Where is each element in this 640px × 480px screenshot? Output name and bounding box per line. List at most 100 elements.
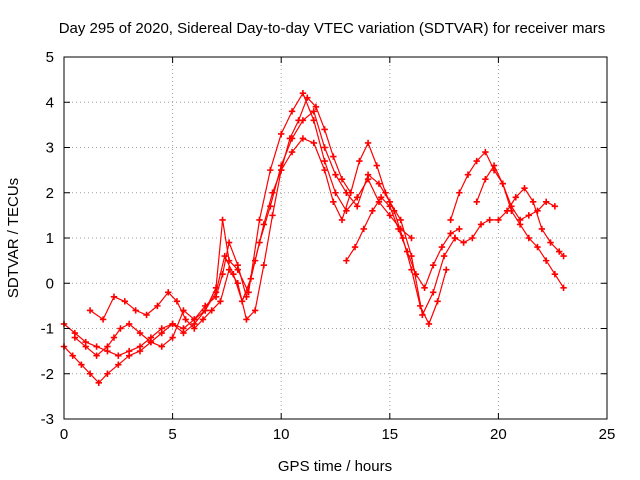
data-point	[173, 298, 181, 305]
data-point	[508, 203, 515, 210]
data-point	[165, 289, 172, 296]
data-point	[104, 370, 111, 377]
data-point	[78, 361, 85, 368]
data-point	[356, 157, 363, 165]
data-point	[288, 148, 296, 156]
data-point	[260, 221, 268, 228]
data-point	[147, 338, 155, 346]
data-point	[208, 307, 215, 314]
data-point	[375, 180, 383, 187]
y-tick-label: 3	[46, 140, 54, 157]
data-point	[560, 284, 567, 291]
data-point	[495, 216, 502, 224]
series-track-f	[447, 148, 567, 291]
data-point	[512, 194, 519, 201]
data-point	[251, 257, 259, 264]
data-point	[225, 239, 233, 246]
data-point	[538, 225, 546, 233]
data-point	[395, 225, 402, 233]
data-point	[434, 298, 441, 305]
data-point	[115, 361, 122, 368]
x-axis-label: GPS time / hours	[278, 458, 392, 475]
data-point	[338, 175, 346, 183]
data-point	[360, 225, 367, 233]
data-point	[299, 135, 307, 142]
data-point	[158, 329, 165, 337]
data-point	[354, 203, 361, 210]
data-point	[304, 94, 311, 101]
data-point	[295, 117, 302, 124]
data-point	[191, 316, 198, 323]
data-point	[212, 293, 220, 301]
data-point	[180, 325, 187, 332]
axis-ticks	[63, 56, 608, 420]
data-point	[364, 171, 372, 178]
data-point	[125, 352, 133, 359]
data-point	[93, 352, 100, 359]
data-point	[369, 207, 376, 215]
data-point	[542, 257, 550, 264]
data-point	[547, 239, 554, 246]
data-point	[560, 252, 567, 260]
y-tick-labels: -3 -2 -1 0 1 2 3 4 5	[41, 49, 54, 428]
data-point	[529, 198, 537, 205]
data-point	[169, 334, 176, 341]
data-point	[299, 90, 307, 97]
data-point	[330, 198, 337, 205]
y-tick-label: 2	[46, 185, 54, 202]
data-point	[412, 271, 420, 278]
data-point	[525, 212, 533, 219]
y-tick-label: -3	[41, 411, 54, 428]
data-point	[158, 343, 165, 350]
data-point	[136, 329, 144, 337]
data-point	[443, 266, 450, 273]
data-point	[425, 320, 433, 328]
data-point	[447, 216, 454, 224]
data-point	[417, 302, 424, 310]
data-point	[486, 216, 493, 224]
series-track-b	[60, 108, 459, 386]
series-track-h	[473, 162, 559, 224]
data-point	[330, 153, 337, 160]
data-point	[430, 261, 437, 269]
data-point	[473, 198, 480, 205]
data-point	[542, 198, 550, 205]
series-line	[63, 91, 412, 357]
data-point	[121, 298, 129, 305]
data-point	[503, 207, 511, 215]
data-point	[99, 316, 107, 323]
data-point	[278, 130, 285, 138]
data-point	[69, 352, 76, 359]
data-point	[551, 203, 559, 210]
data-point	[332, 189, 339, 196]
data-point	[110, 334, 118, 341]
y-tick-label: 0	[46, 275, 54, 292]
data-point	[312, 103, 320, 110]
data-point	[104, 343, 111, 350]
data-point	[464, 171, 472, 178]
data-point	[93, 343, 100, 350]
x-tick-label: 15	[381, 426, 398, 443]
data-point	[154, 302, 161, 310]
data-point	[343, 257, 350, 264]
data-point	[332, 171, 339, 178]
x-tick-label: 25	[599, 426, 616, 443]
series-line	[63, 110, 456, 384]
data-point	[217, 298, 224, 305]
data-point	[225, 266, 233, 273]
data-point	[451, 234, 459, 242]
data-point	[469, 234, 476, 242]
data-point	[115, 352, 122, 359]
data-point	[269, 212, 276, 219]
data-point	[321, 126, 328, 133]
data-point	[477, 221, 485, 228]
series-line	[345, 196, 460, 290]
data-point	[260, 261, 268, 269]
x-tick-label: 0	[60, 426, 68, 443]
data-point	[136, 347, 144, 355]
y-tick-label: 4	[46, 94, 54, 111]
data-point	[243, 293, 250, 301]
data-point	[386, 212, 393, 219]
data-point	[321, 166, 328, 174]
data-point	[71, 334, 79, 341]
